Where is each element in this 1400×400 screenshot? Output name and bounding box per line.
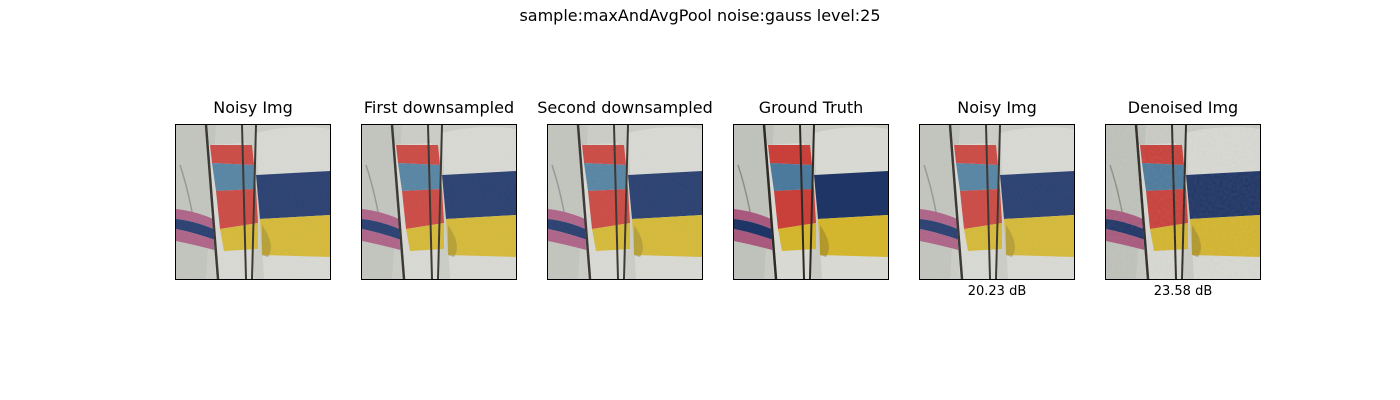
sail-image: [548, 125, 702, 279]
pink-stripe-lower: [734, 229, 776, 251]
pink-stripe: [734, 209, 776, 231]
psnr-caption: 23.58 dB: [1153, 284, 1213, 299]
shadow: [820, 225, 829, 257]
figure-suptitle: sample:maxAndAvgPool noise:gauss level:2…: [519, 6, 881, 25]
panel-title: Denoised Img: [1127, 98, 1239, 117]
image-frame: [733, 124, 889, 280]
noise-grain: [176, 125, 330, 279]
mast-middle: [799, 125, 805, 279]
blue-band: [770, 163, 814, 191]
red-band: [774, 189, 816, 229]
sail-image: [920, 125, 1074, 279]
sail-image: [176, 125, 330, 279]
image-frame: [361, 124, 517, 280]
panel-title: First downsampled: [363, 98, 515, 117]
navy-band: [814, 171, 888, 219]
mast-right: [809, 125, 815, 279]
image-frame: [1105, 124, 1261, 280]
image-frame: [547, 124, 703, 280]
noise-grain: [362, 125, 516, 279]
navy-stripe-left: [734, 219, 776, 241]
noise-grain: [548, 125, 702, 279]
yellow-band: [818, 215, 888, 257]
noise-grain: [920, 125, 1074, 279]
panel-title: Noisy Img: [957, 98, 1037, 117]
panel-title: Second downsampled: [537, 98, 713, 117]
image-frame: [175, 124, 331, 280]
psnr-caption: 20.23 dB: [967, 284, 1027, 299]
yellow-band-middle: [778, 223, 816, 251]
panel-title: Noisy Img: [213, 98, 293, 117]
sail-image: [734, 125, 888, 279]
sail-image: [362, 125, 516, 279]
image-frame: [919, 124, 1075, 280]
red-band-top: [768, 145, 812, 165]
mast-left: [762, 125, 778, 279]
residual-texture: [1106, 125, 1260, 279]
sail-image: [1106, 125, 1260, 279]
panel-title: Ground Truth: [758, 98, 864, 117]
